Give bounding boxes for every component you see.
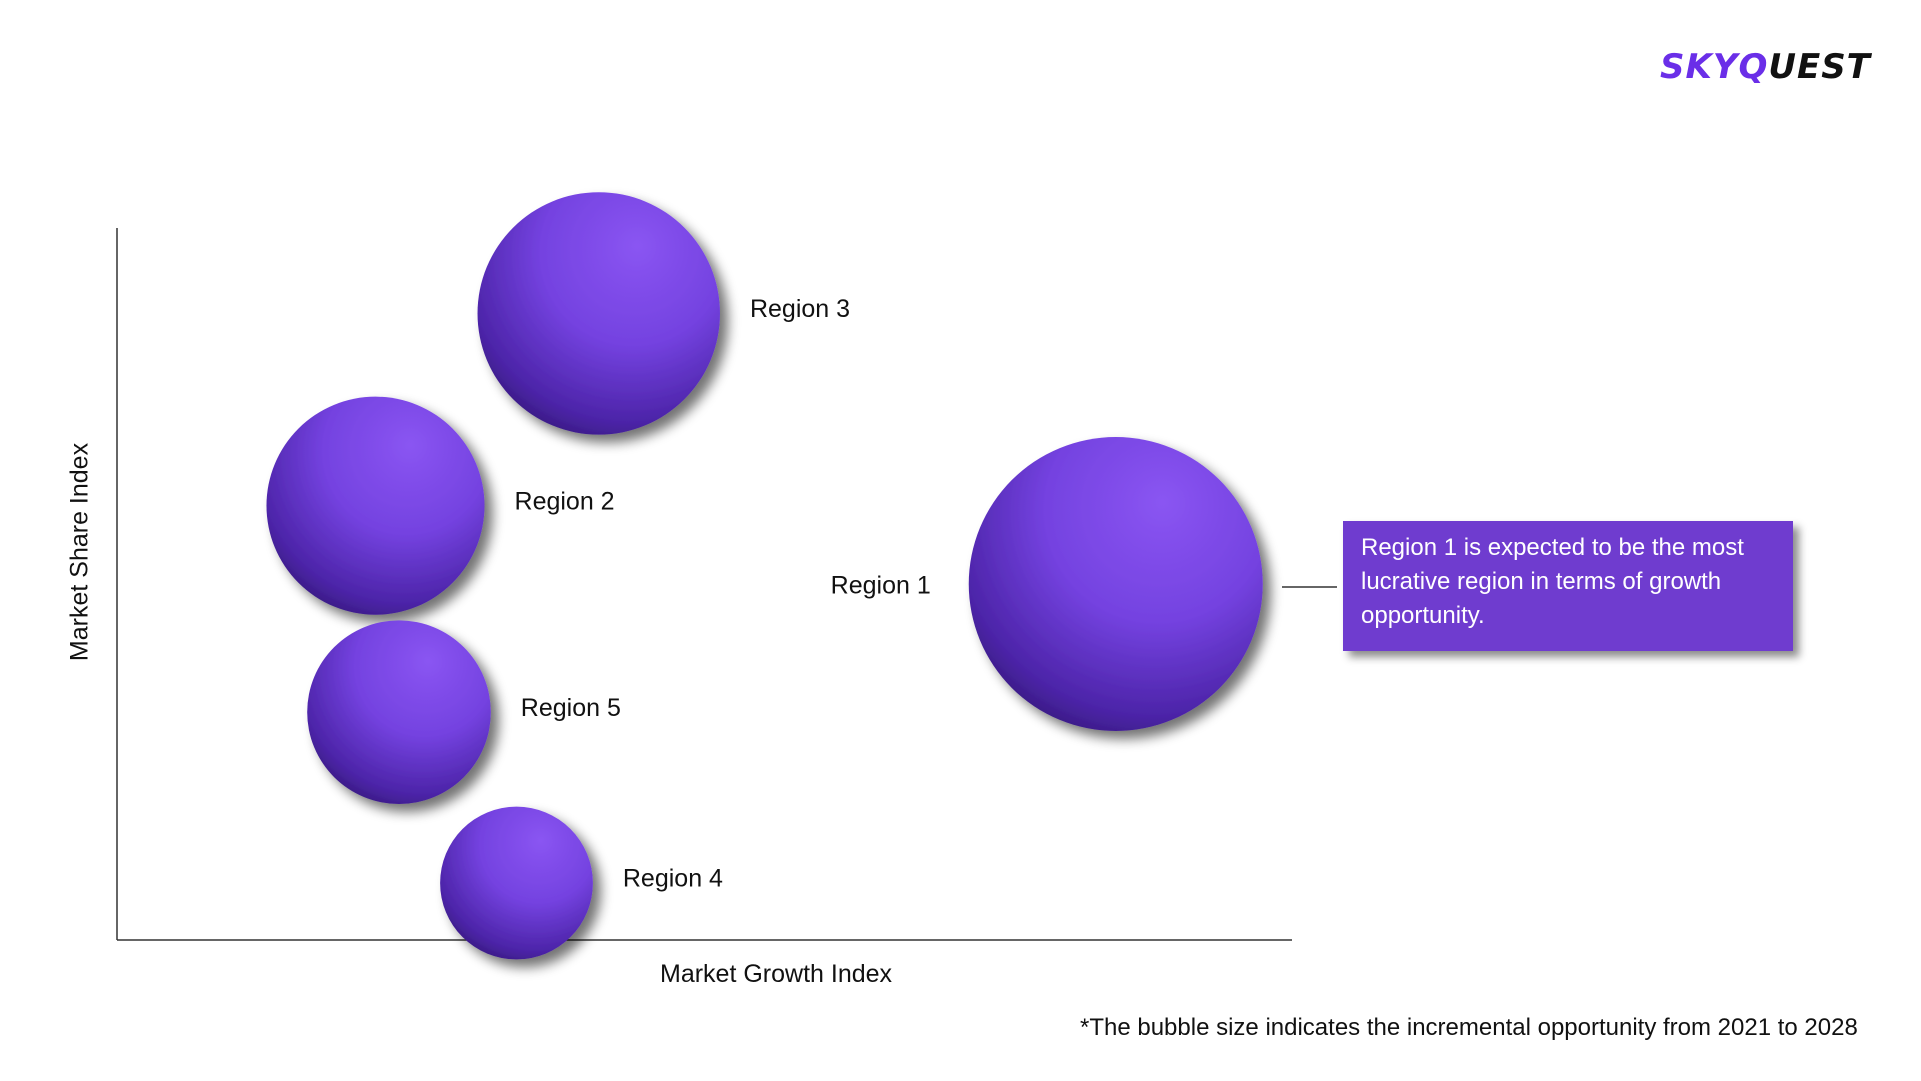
bubble-region-4 — [440, 806, 593, 960]
bubble-label-region-4: Region 4 — [623, 865, 723, 893]
footnote: *The bubble size indicates the increment… — [1080, 1014, 1858, 1041]
bubble-region-1 — [968, 437, 1263, 731]
bubbles-layer: Region 1 Region 2 Region 3 Region 4 Region 5 — [266, 192, 1263, 960]
bubble-region-3 — [477, 192, 720, 435]
x-axis-title: Market Growth Index — [660, 960, 893, 988]
brand-logo: SKYQUEST — [1660, 50, 1871, 84]
bubble-label-region-1: Region 1 — [831, 572, 931, 600]
y-axis-title: Market Share Index — [65, 442, 94, 662]
logo-text-part1: SKYQ — [1660, 47, 1769, 87]
callout-box: Region 1 is expected to be the most lucr… — [1343, 521, 1793, 651]
bubble-label-region-2: Region 2 — [515, 487, 615, 515]
bubble-label-region-5: Region 5 — [521, 694, 621, 722]
callout-text: Region 1 is expected to be the most lucr… — [1361, 534, 1744, 629]
bubble-region-2 — [266, 396, 485, 615]
bubble-region-5 — [307, 620, 491, 804]
logo-text-part2: UEST — [1768, 47, 1871, 87]
bubble-label-region-3: Region 3 — [750, 295, 850, 323]
